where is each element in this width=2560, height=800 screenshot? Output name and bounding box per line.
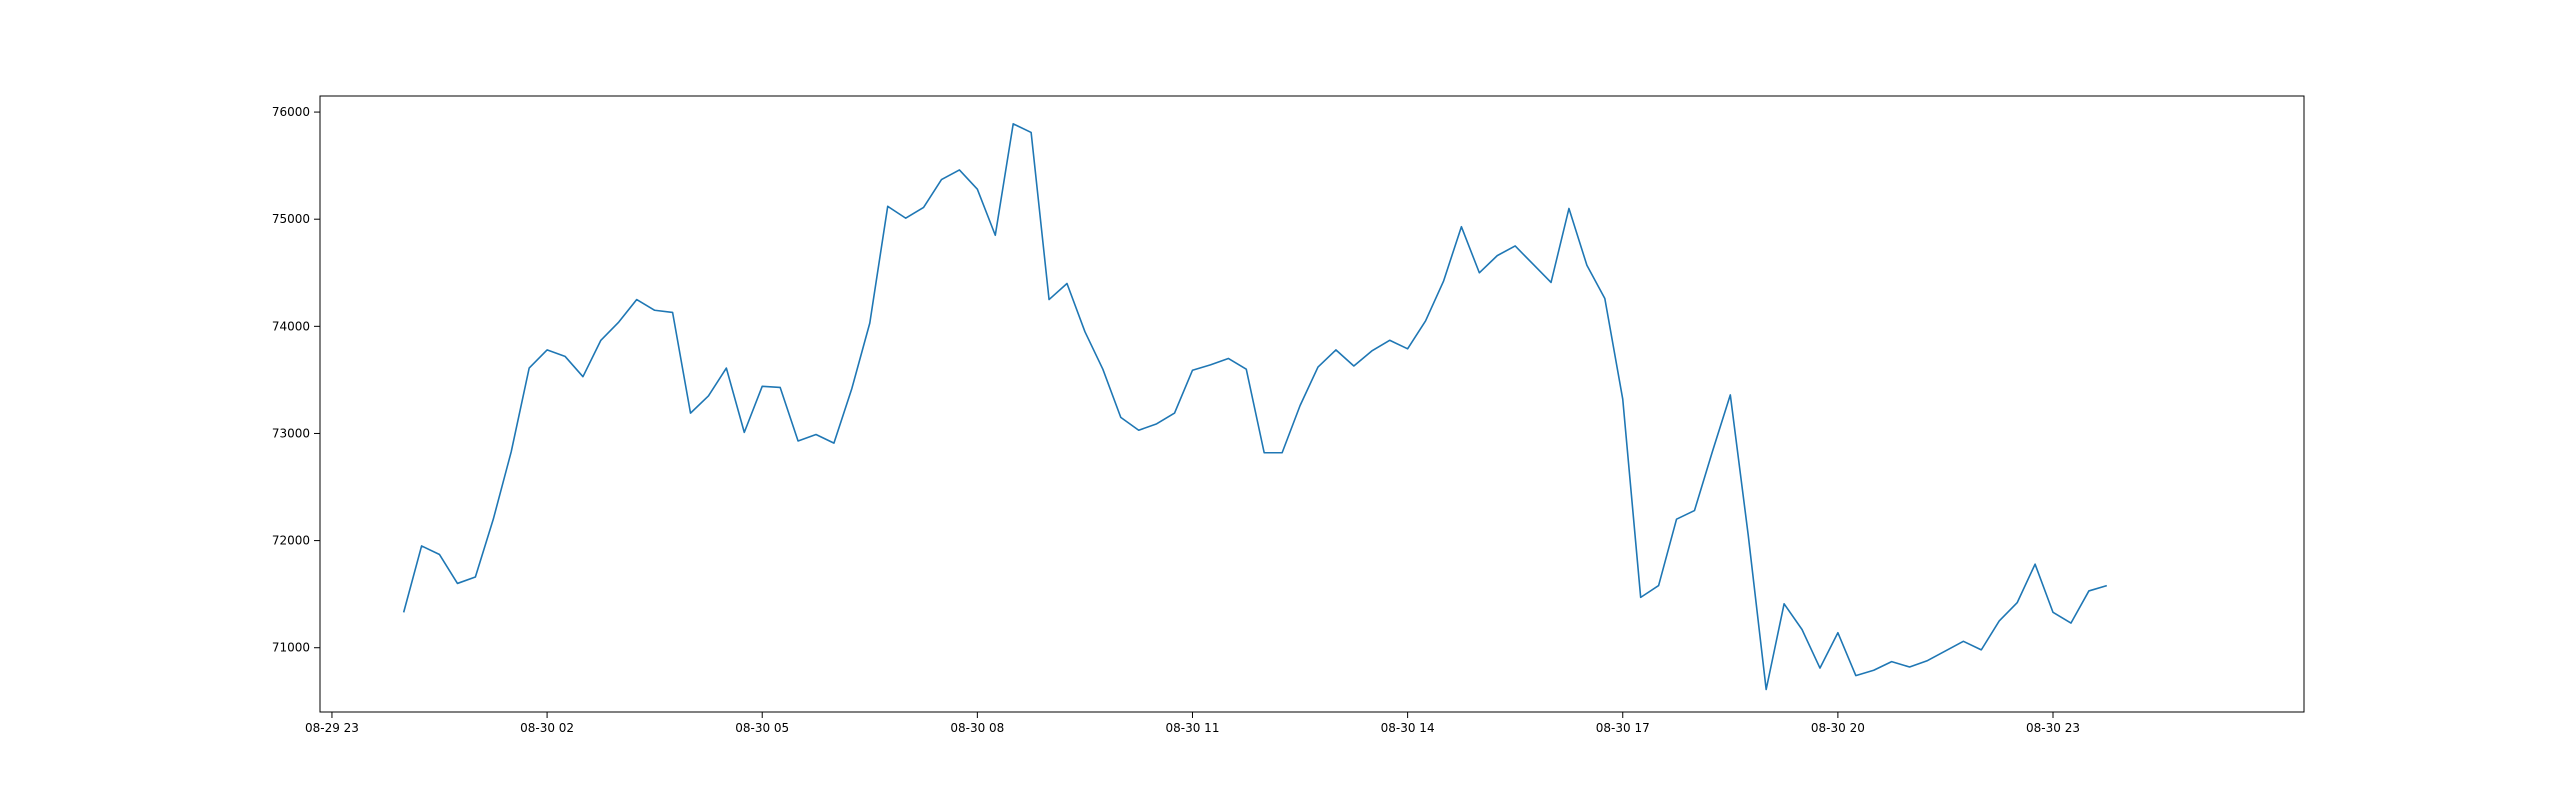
y-tick-label: 72000 (272, 534, 310, 548)
y-tick-label: 75000 (272, 212, 310, 226)
x-tick-label: 08-29 23 (305, 721, 359, 735)
x-tick-label: 08-30 20 (1811, 721, 1865, 735)
y-tick-label: 73000 (272, 426, 310, 440)
price-series-line (402, 123, 2108, 691)
y-tick-label: 74000 (272, 319, 310, 333)
x-axis: 08-29 23 08-30 02 08-30 05 08-30 08 08-30 11… (305, 712, 2080, 735)
x-tick-label: 08-30 08 (950, 721, 1004, 735)
x-tick-label: 08-30 23 (2026, 721, 2080, 735)
y-tick-label: 76000 (272, 105, 310, 119)
x-tick-label: 08-30 02 (520, 721, 574, 735)
y-axis: 71000 72000 73000 74000 75000 76000 (272, 105, 320, 655)
x-tick-label: 08-30 17 (1596, 721, 1650, 735)
x-tick-label: 08-30 05 (735, 721, 789, 735)
y-tick-label: 71000 (272, 641, 310, 655)
x-tick-label: 08-30 14 (1381, 721, 1435, 735)
x-tick-label: 08-30 11 (1166, 721, 1220, 735)
plot-area (319, 95, 2305, 713)
